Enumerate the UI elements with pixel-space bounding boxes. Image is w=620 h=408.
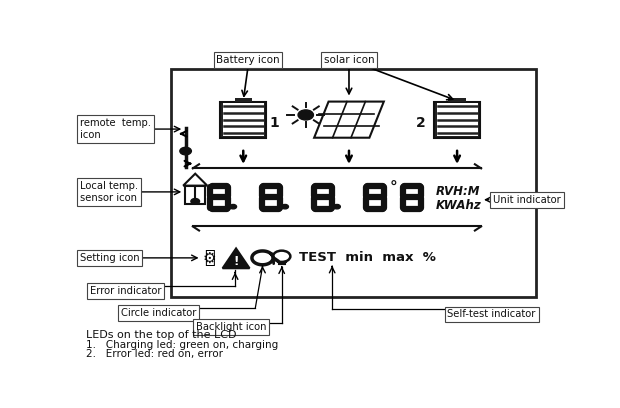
Text: !: ! — [233, 255, 239, 268]
Bar — [436, 103, 477, 136]
Circle shape — [334, 204, 340, 209]
Text: remote  temp.
icon: remote temp. icon — [80, 118, 151, 140]
Circle shape — [230, 204, 237, 209]
Text: solar icon: solar icon — [324, 55, 374, 65]
Text: TEST  min  max  %: TEST min max % — [298, 251, 435, 264]
Text: LEDs on the top of the LCD: LEDs on the top of the LCD — [86, 330, 237, 340]
Bar — [234, 98, 252, 102]
Circle shape — [273, 251, 290, 262]
Text: Backlight icon: Backlight icon — [196, 322, 267, 332]
Text: Circle indicator: Circle indicator — [121, 308, 196, 318]
Circle shape — [180, 147, 192, 155]
Bar — [434, 102, 480, 138]
Bar — [448, 98, 466, 102]
Polygon shape — [314, 102, 384, 138]
Bar — [171, 69, 536, 297]
Text: Setting icon: Setting icon — [80, 253, 140, 263]
Circle shape — [191, 199, 200, 204]
Text: KWAhz: KWAhz — [436, 199, 482, 212]
Text: Error indicator: Error indicator — [89, 286, 161, 296]
Polygon shape — [223, 248, 249, 268]
Text: 1.   Charging led: green on, charging: 1. Charging led: green on, charging — [86, 340, 278, 350]
Circle shape — [281, 204, 288, 209]
Bar — [221, 102, 266, 138]
Text: 🔧: 🔧 — [204, 249, 215, 267]
Text: Local temp.
sensor icon: Local temp. sensor icon — [80, 181, 138, 203]
Circle shape — [298, 110, 314, 120]
Text: 1: 1 — [270, 116, 280, 130]
Bar — [223, 103, 264, 136]
Text: Self-test indicator: Self-test indicator — [448, 309, 536, 319]
Text: 2.   Error led: red on, error: 2. Error led: red on, error — [86, 349, 223, 359]
Text: 2: 2 — [416, 116, 426, 130]
Bar — [185, 186, 205, 204]
Text: RVH:M: RVH:M — [436, 185, 480, 198]
Polygon shape — [184, 174, 207, 186]
Text: Battery icon: Battery icon — [216, 55, 280, 65]
Text: Unit indicator: Unit indicator — [493, 195, 561, 205]
Text: ⚙: ⚙ — [203, 251, 216, 265]
Text: °: ° — [390, 181, 397, 196]
